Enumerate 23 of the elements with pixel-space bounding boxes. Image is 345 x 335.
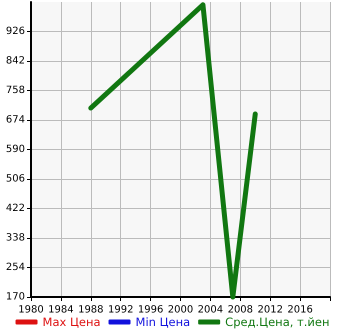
y-tick-label: 170: [6, 292, 25, 302]
y-tick-label: 842: [6, 56, 25, 66]
y-tick-label: 758: [6, 85, 25, 96]
y-tick-label: 338: [6, 232, 25, 244]
legend-label: Max Цена: [42, 315, 101, 329]
x-tick-label: 1992: [108, 304, 134, 316]
legend-label: Min Цена: [136, 315, 190, 329]
legend-label: Сред.Цена, т.йен: [225, 315, 330, 329]
x-tick-label: 1996: [138, 304, 164, 316]
x-tick-label: 1980: [18, 304, 44, 316]
x-tick-label: 2012: [257, 304, 283, 316]
x-tick-label: 2008: [228, 304, 254, 316]
y-tick-label: 506: [6, 174, 25, 184]
x-tick-label: 2016: [287, 304, 313, 316]
x-tick-label: 2004: [198, 304, 224, 316]
y-tick-label: 674: [6, 114, 25, 126]
y-tick-label: 254: [6, 262, 25, 273]
x-tick-label: 1988: [78, 304, 104, 316]
x-tick-label: 1984: [48, 304, 74, 316]
x-tick-label: 2000: [168, 304, 194, 316]
y-tick-label: 926: [6, 26, 25, 37]
y-tick-label: 422: [6, 203, 25, 214]
y-tick-label: 590: [6, 144, 25, 155]
